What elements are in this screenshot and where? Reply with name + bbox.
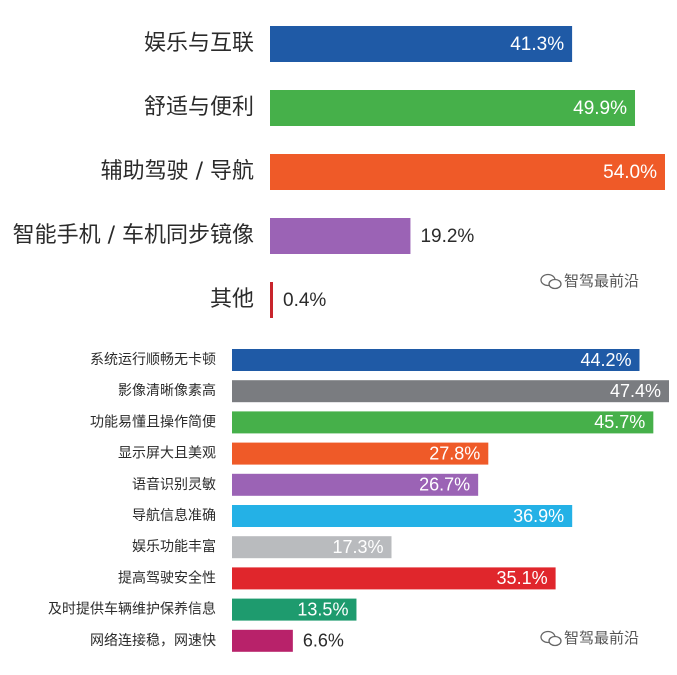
bottom-value-label: 13.5%: [297, 599, 348, 619]
top-bar: [270, 26, 573, 62]
bottom-bar: [232, 505, 573, 527]
bottom-category-label: 显示屏大且美观: [118, 446, 216, 462]
top-category-label: 其他: [210, 287, 254, 312]
top-bar: [270, 90, 636, 126]
bottom-value-label: 6.6%: [303, 631, 344, 651]
bottom-bar: [232, 567, 556, 590]
bottom-category-label: 导航信息准确: [132, 507, 216, 524]
wechat-icon: [540, 273, 562, 290]
bottom-category-label: 影像清晰像素高: [118, 382, 216, 399]
top-bar-chart: 娱乐与互联 41.3% 舒适与便利 49.9% 辅助驾驶 / 导航 54.0% 智能手机 /…: [13, 26, 665, 318]
top-value-label: 0.4%: [283, 290, 326, 311]
watermark-top: 智驾最前沿: [540, 272, 639, 290]
bottom-value-label: 27.8%: [429, 443, 480, 463]
top-bar: [270, 218, 411, 254]
bottom-category-label: 娱乐功能丰富: [132, 538, 216, 555]
bottom-value-label: 45.7%: [594, 412, 645, 432]
bottom-bar: [232, 411, 654, 434]
bottom-category-label: 功能易懂且操作简便: [90, 413, 216, 430]
top-bar: [270, 154, 665, 190]
bottom-bar: [232, 349, 640, 371]
bottom-value-label: 47.4%: [610, 381, 661, 401]
wechat-icon: [540, 630, 562, 647]
bottom-bar: [232, 473, 479, 496]
top-value-label: 54.0%: [603, 162, 657, 183]
top-value-label: 49.9%: [573, 98, 627, 119]
bottom-value-label: 26.7%: [419, 475, 470, 495]
bottom-category-label: 语音识别灵敏: [132, 476, 216, 493]
watermark-text: 智驾最前沿: [564, 629, 639, 647]
watermark-text: 智驾最前沿: [564, 272, 639, 290]
bottom-category-label: 系统运行顺畅无卡顿: [90, 352, 216, 368]
top-category-label: 舒适与便利: [144, 95, 254, 120]
top-value-label: 41.3%: [510, 34, 564, 55]
top-category-label: 娱乐与互联: [144, 31, 254, 56]
bottom-category-label: 网络连接稳，网速快: [90, 632, 216, 649]
bottom-value-label: 36.9%: [513, 506, 564, 526]
top-category-label: 智能手机 / 车机同步镜像: [13, 223, 254, 248]
bottom-bar: [232, 598, 357, 621]
bottom-value-label: 44.2%: [580, 350, 631, 370]
watermark-bottom: 智驾最前沿: [540, 629, 639, 647]
bottom-value-label: 17.3%: [332, 537, 383, 557]
bottom-value-label: 35.1%: [497, 568, 548, 588]
bottom-bar: [232, 629, 293, 652]
top-value-label: 19.2%: [420, 226, 474, 247]
bottom-category-label: 及时提供车辆维护保养信息: [48, 601, 216, 618]
bottom-bar: [232, 536, 392, 559]
top-bar: [270, 282, 273, 318]
bottom-bar: [232, 380, 669, 403]
bottom-bar: [232, 442, 489, 465]
bottom-bar-chart: 系统运行顺畅无卡顿 44.2% 影像清晰像素高 47.4% 功能易懂且操作简便 45.7%…: [48, 349, 669, 652]
bottom-category-label: 提高驾驶安全性: [118, 569, 216, 586]
top-category-label: 辅助驾驶 / 导航: [101, 159, 254, 184]
